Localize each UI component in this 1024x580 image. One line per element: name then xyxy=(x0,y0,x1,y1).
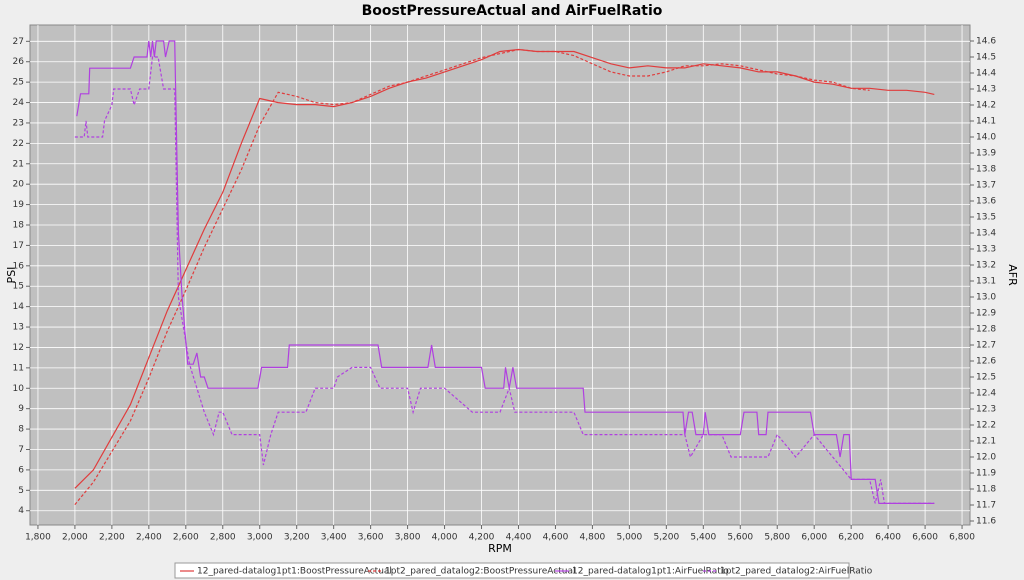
legend-label: 12_pared-datalog1pt1:AirFuelRatio xyxy=(572,567,729,577)
y2-tick-label: 12.8 xyxy=(976,325,996,335)
y-tick-label: 17 xyxy=(13,241,24,251)
x-tick-label: 5,600 xyxy=(727,533,753,543)
x-tick-label: 6,000 xyxy=(801,533,827,543)
x-tick-label: 5,400 xyxy=(690,533,716,543)
series-line xyxy=(76,40,935,504)
y2-tick-label: 12.4 xyxy=(976,389,996,399)
x-tick-label: 2,800 xyxy=(210,533,236,543)
x-tick-label: 2,400 xyxy=(136,533,162,543)
y2-tick-label: 12.1 xyxy=(976,437,996,447)
y-tick-label: 13 xyxy=(13,323,24,333)
y2-tick-label: 12.7 xyxy=(976,341,996,351)
x-tick-label: 5,800 xyxy=(764,533,790,543)
legend-label: 1pt2_pared_datalog2:BoostPressureActual xyxy=(385,567,575,577)
x-tick-label: 4,400 xyxy=(506,533,532,543)
x-tick-label: 4,000 xyxy=(432,533,458,543)
y2-tick-label: 12.6 xyxy=(976,357,996,367)
x-tick-label: 6,400 xyxy=(875,533,901,543)
plot-area xyxy=(29,24,971,526)
x-tick-label: 5,200 xyxy=(653,533,679,543)
y2-tick-label: 11.8 xyxy=(976,485,996,495)
y-tick-label: 24 xyxy=(13,98,25,108)
y2-tick-label: 12.2 xyxy=(976,421,996,431)
y2-tick-label: 14.3 xyxy=(976,85,996,95)
y-tick-label: 5 xyxy=(18,486,24,496)
y2-tick-label: 13.4 xyxy=(976,229,996,239)
x-tick-label: 5,000 xyxy=(616,533,642,543)
y-tick-label: 23 xyxy=(13,118,24,128)
x-tick-label: 2,600 xyxy=(173,533,199,543)
y-tick-label: 9 xyxy=(18,404,24,414)
y-tick-label: 14 xyxy=(13,302,25,312)
x-axis-label: RPM xyxy=(488,542,512,555)
x-tick-label: 6,800 xyxy=(949,533,975,543)
x-tick-label: 3,200 xyxy=(284,533,310,543)
y2-tick-label: 14.2 xyxy=(976,101,996,111)
legend-label: 12_pared-datalog1pt1:BoostPressureActual xyxy=(197,567,392,577)
y2-tick-label: 14.6 xyxy=(976,37,996,47)
y-tick-label: 27 xyxy=(13,37,24,47)
y-tick-label: 10 xyxy=(13,384,25,394)
y2-tick-label: 13.6 xyxy=(976,197,996,207)
y2-tick-label: 11.6 xyxy=(976,517,996,527)
y2-tick-label: 13.8 xyxy=(976,165,996,175)
y2-tick-label: 11.7 xyxy=(976,501,996,511)
x-tick-label: 2,200 xyxy=(99,533,125,543)
y2-tick-label: 13.9 xyxy=(976,149,996,159)
x-tick-label: 6,600 xyxy=(912,533,938,543)
legend-label: 1pt2_pared_datalog2:AirFuelRatio xyxy=(720,567,873,577)
y2-tick-label: 12.9 xyxy=(976,309,996,319)
y2-tick-label: 12.0 xyxy=(976,453,996,463)
y2-tick-label: 13.7 xyxy=(976,181,996,191)
legend xyxy=(174,562,850,579)
y2-tick-label: 13.5 xyxy=(976,213,996,223)
x-tick-label: 3,400 xyxy=(321,533,347,543)
x-tick-label: 4,200 xyxy=(469,533,495,543)
y2-tick-label: 11.9 xyxy=(976,469,996,479)
y2-tick-label: 14.1 xyxy=(976,117,996,127)
x-tick-label: 4,800 xyxy=(580,533,606,543)
y-tick-label: 16 xyxy=(13,261,25,271)
series-line xyxy=(74,48,935,489)
y-tick-label: 26 xyxy=(13,57,25,67)
series-line xyxy=(74,48,870,505)
y-tick-label: 11 xyxy=(13,363,24,373)
y2-tick-label: 14.0 xyxy=(976,133,996,143)
y-tick-label: 8 xyxy=(18,425,24,435)
x-tick-label: 1,800 xyxy=(25,533,51,543)
y-tick-label: 6 xyxy=(18,465,24,475)
y2-tick-label: 13.3 xyxy=(976,245,996,255)
y2-tick-label: 14.5 xyxy=(976,53,996,63)
y-tick-label: 7 xyxy=(18,445,24,455)
y-tick-label: 4 xyxy=(18,506,24,516)
x-tick-label: 2,000 xyxy=(62,533,88,543)
x-tick-label: 3,600 xyxy=(358,533,384,543)
y2-axis-label: AFR xyxy=(1006,264,1019,286)
y-tick-label: 15 xyxy=(13,282,24,292)
x-tick-label: 6,200 xyxy=(838,533,864,543)
y2-tick-label: 13.1 xyxy=(976,277,996,287)
x-tick-label: 4,600 xyxy=(543,533,569,543)
y-tick-label: 25 xyxy=(13,78,24,88)
x-tick-label: 3,000 xyxy=(247,533,273,543)
y-tick-label: 22 xyxy=(13,139,24,149)
y-tick-label: 12 xyxy=(13,343,24,353)
y2-tick-label: 12.5 xyxy=(976,373,996,383)
y2-tick-label: 13.2 xyxy=(976,261,996,271)
chart-title: BoostPressureActual and AirFuelRatio xyxy=(362,3,663,19)
y2-tick-label: 14.4 xyxy=(976,69,996,79)
y2-tick-label: 13.0 xyxy=(976,293,996,303)
y-axis-label: PSI xyxy=(5,267,18,284)
y-tick-label: 21 xyxy=(13,159,24,169)
y-tick-label: 20 xyxy=(13,180,25,190)
y-tick-label: 19 xyxy=(13,200,25,210)
y2-tick-label: 12.3 xyxy=(976,405,996,415)
y-tick-label: 18 xyxy=(13,221,25,231)
x-tick-label: 3,800 xyxy=(395,533,421,543)
